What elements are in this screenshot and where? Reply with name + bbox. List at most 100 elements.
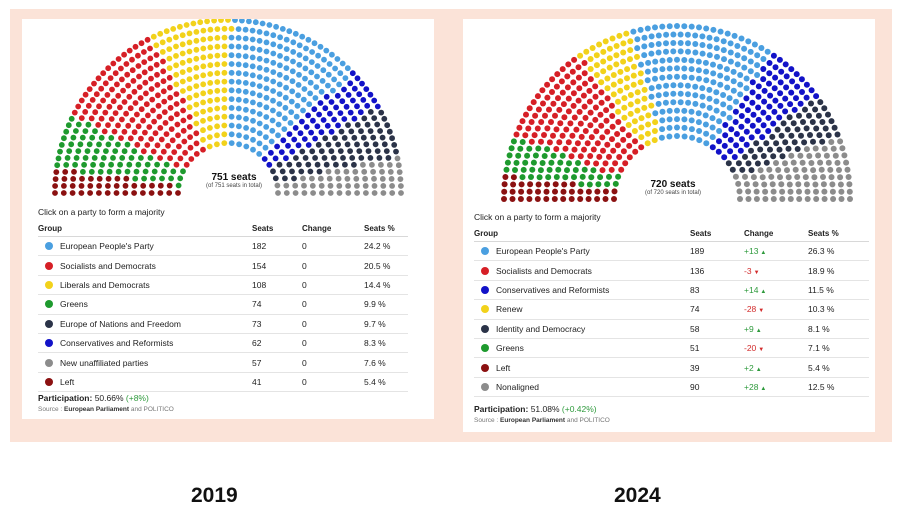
seat-european-people-s-party[interactable] xyxy=(299,33,306,40)
seat-conservatives-and-reformists[interactable] xyxy=(749,79,756,86)
seat-european-people-s-party[interactable] xyxy=(644,77,651,84)
seat-renew[interactable] xyxy=(623,30,630,37)
seat-liberals-and-democrats[interactable] xyxy=(200,63,207,70)
seat-left[interactable] xyxy=(157,190,164,196)
seat-europe-of-nations-and-freedom[interactable] xyxy=(376,155,383,161)
seat-left[interactable] xyxy=(131,182,138,189)
seat-socialists-and-democrats[interactable] xyxy=(593,160,600,167)
seat-conservatives-and-reformists[interactable] xyxy=(732,108,739,115)
seat-nonaligned[interactable] xyxy=(843,159,850,166)
seat-socialists-and-democrats[interactable] xyxy=(582,114,589,121)
seat-socialists-and-democrats[interactable] xyxy=(596,153,603,160)
seat-nonaligned[interactable] xyxy=(804,196,811,202)
seat-european-people-s-party[interactable] xyxy=(296,71,302,78)
seat-greens[interactable] xyxy=(147,155,154,161)
seat-europe-of-nations-and-freedom[interactable] xyxy=(371,115,378,121)
seat-renew[interactable] xyxy=(625,122,632,128)
seat-conservatives-and-reformists[interactable] xyxy=(297,130,304,137)
seat-nonaligned[interactable] xyxy=(796,196,803,202)
seat-european-people-s-party[interactable] xyxy=(644,25,651,32)
seat-europe-of-nations-and-freedom[interactable] xyxy=(279,168,286,175)
seat-european-people-s-party[interactable] xyxy=(713,89,720,96)
seat-european-people-s-party[interactable] xyxy=(674,116,680,123)
seat-european-people-s-party[interactable] xyxy=(677,99,684,106)
seat-conservatives-and-reformists[interactable] xyxy=(766,60,773,66)
seat-europe-of-nations-and-freedom[interactable] xyxy=(325,141,332,148)
seat-european-people-s-party[interactable] xyxy=(634,36,641,43)
seat-europe-of-nations-and-freedom[interactable] xyxy=(349,155,356,161)
seat-greens[interactable] xyxy=(121,148,128,155)
seat-left[interactable] xyxy=(527,181,534,188)
seat-european-people-s-party[interactable] xyxy=(720,38,727,45)
seat-left[interactable] xyxy=(552,188,558,195)
seat-socialists-and-democrats[interactable] xyxy=(115,56,122,62)
seat-socialists-and-democrats[interactable] xyxy=(162,120,169,126)
seat-greens[interactable] xyxy=(562,174,569,181)
seat-left[interactable] xyxy=(568,196,575,202)
seat-left[interactable] xyxy=(594,196,601,202)
seat-conservatives-and-reformists[interactable] xyxy=(799,89,805,95)
seat-greens[interactable] xyxy=(535,145,542,152)
seat-liberals-and-democrats[interactable] xyxy=(183,22,190,28)
seat-greens[interactable] xyxy=(75,121,82,128)
seat-liberals-and-democrats[interactable] xyxy=(221,61,228,67)
seat-greens[interactable] xyxy=(133,168,140,175)
seat-conservatives-and-reformists[interactable] xyxy=(789,78,796,85)
seat-nonaligned[interactable] xyxy=(735,180,742,187)
seat-european-people-s-party[interactable] xyxy=(312,95,319,101)
seat-socialists-and-democrats[interactable] xyxy=(604,141,611,148)
seat-european-people-s-party[interactable] xyxy=(276,101,283,107)
seat-liberals-and-democrats[interactable] xyxy=(214,52,221,59)
seat-socialists-and-democrats[interactable] xyxy=(156,113,163,120)
seat-identity-and-democracy[interactable] xyxy=(790,120,797,127)
seat-identity-and-democracy[interactable] xyxy=(822,125,829,132)
seat-european-people-s-party[interactable] xyxy=(317,43,324,50)
seat-nonaligned[interactable] xyxy=(778,181,785,188)
seat-liberals-and-democrats[interactable] xyxy=(207,26,214,33)
seat-identity-and-democracy[interactable] xyxy=(812,106,819,113)
seat-socialists-and-democrats[interactable] xyxy=(549,76,556,83)
seat-europe-of-nations-and-freedom[interactable] xyxy=(321,155,328,161)
seat-conservatives-and-reformists[interactable] xyxy=(286,131,293,137)
seat-identity-and-democracy[interactable] xyxy=(813,125,820,132)
seat-socialists-and-democrats[interactable] xyxy=(614,131,621,137)
seat-socialists-and-democrats[interactable] xyxy=(173,91,180,97)
seat-liberals-and-democrats[interactable] xyxy=(214,141,220,148)
seat-nonaligned[interactable] xyxy=(742,173,748,180)
seat-europe-of-nations-and-freedom[interactable] xyxy=(272,175,279,182)
seat-europe-of-nations-and-freedom[interactable] xyxy=(358,128,364,135)
seat-european-people-s-party[interactable] xyxy=(249,45,256,52)
seat-european-people-s-party[interactable] xyxy=(276,91,283,97)
seat-european-people-s-party[interactable] xyxy=(727,40,734,47)
seat-new-unaffiliated-parties[interactable] xyxy=(389,190,396,196)
seat-europe-of-nations-and-freedom[interactable] xyxy=(367,155,374,161)
seat-socialists-and-democrats[interactable] xyxy=(539,87,546,94)
seat-european-people-s-party[interactable] xyxy=(283,84,289,91)
seat-conservatives-and-reformists[interactable] xyxy=(354,75,361,82)
seat-european-people-s-party[interactable] xyxy=(293,113,300,120)
seat-european-people-s-party[interactable] xyxy=(717,72,724,79)
seat-new-unaffiliated-parties[interactable] xyxy=(380,190,387,196)
seat-conservatives-and-reformists[interactable] xyxy=(727,136,734,143)
seat-greens[interactable] xyxy=(108,161,114,168)
seat-nonaligned[interactable] xyxy=(821,188,828,195)
seat-socialists-and-democrats[interactable] xyxy=(564,84,571,91)
seat-conservatives-and-reformists[interactable] xyxy=(343,103,350,110)
seat-liberals-and-democrats[interactable] xyxy=(193,74,200,80)
seat-european-people-s-party[interactable] xyxy=(263,39,270,46)
seat-nonaligned[interactable] xyxy=(802,174,809,181)
seat-european-people-s-party[interactable] xyxy=(256,101,263,108)
seat-left[interactable] xyxy=(526,188,533,195)
seat-renew[interactable] xyxy=(651,137,658,144)
seat-conservatives-and-reformists[interactable] xyxy=(314,123,321,130)
seat-renew[interactable] xyxy=(627,56,633,63)
seat-european-people-s-party[interactable] xyxy=(641,52,648,59)
seat-renew[interactable] xyxy=(627,38,634,45)
seat-left[interactable] xyxy=(602,188,609,195)
seat-new-unaffiliated-parties[interactable] xyxy=(354,183,360,189)
seat-new-unaffiliated-parties[interactable] xyxy=(318,182,325,189)
seat-european-people-s-party[interactable] xyxy=(751,41,758,48)
seat-left[interactable] xyxy=(114,175,121,182)
seat-conservatives-and-reformists[interactable] xyxy=(727,148,734,155)
seat-liberals-and-democrats[interactable] xyxy=(207,62,214,69)
